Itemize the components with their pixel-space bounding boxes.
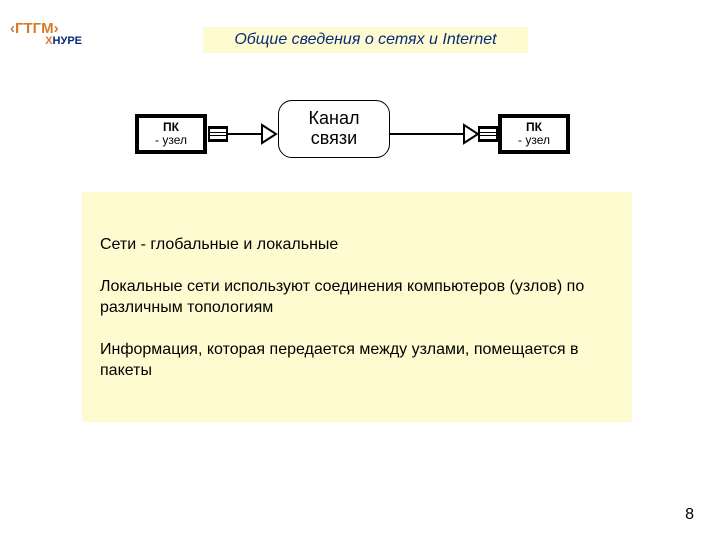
title-bar: Общие сведения о сетях и Internet <box>203 27 528 53</box>
node-right: ПК - узел <box>498 114 570 154</box>
paragraph-1: Сети - глобальные и локальные <box>100 234 614 256</box>
page-title: Общие сведения о сетях и Internet <box>234 31 496 49</box>
logo-bottom-accent: Х <box>45 35 52 47</box>
page-number: 8 <box>685 506 694 524</box>
network-diagram: ПК - узел Канал связи ПК - узел <box>120 96 600 168</box>
channel-line2: связи <box>311 129 357 149</box>
text-panel: Сети - глобальные и локальные Локальные … <box>82 192 632 422</box>
logo-bottom-main: НУРЕ <box>53 35 82 47</box>
paragraph-2: Локальные сети используют соединения ком… <box>100 276 614 319</box>
node-right-line2: - узел <box>518 134 550 147</box>
node-left-line2: - узел <box>155 134 187 147</box>
logo: ‹ГТГМ› ХНУРЕ <box>10 20 82 47</box>
channel-node: Канал связи <box>278 100 390 158</box>
paragraph-3: Информация, которая передается между узл… <box>100 339 614 382</box>
connector-right-icon <box>478 126 498 142</box>
node-left: ПК - узел <box>135 114 207 154</box>
channel-line1: Канал <box>309 109 360 129</box>
